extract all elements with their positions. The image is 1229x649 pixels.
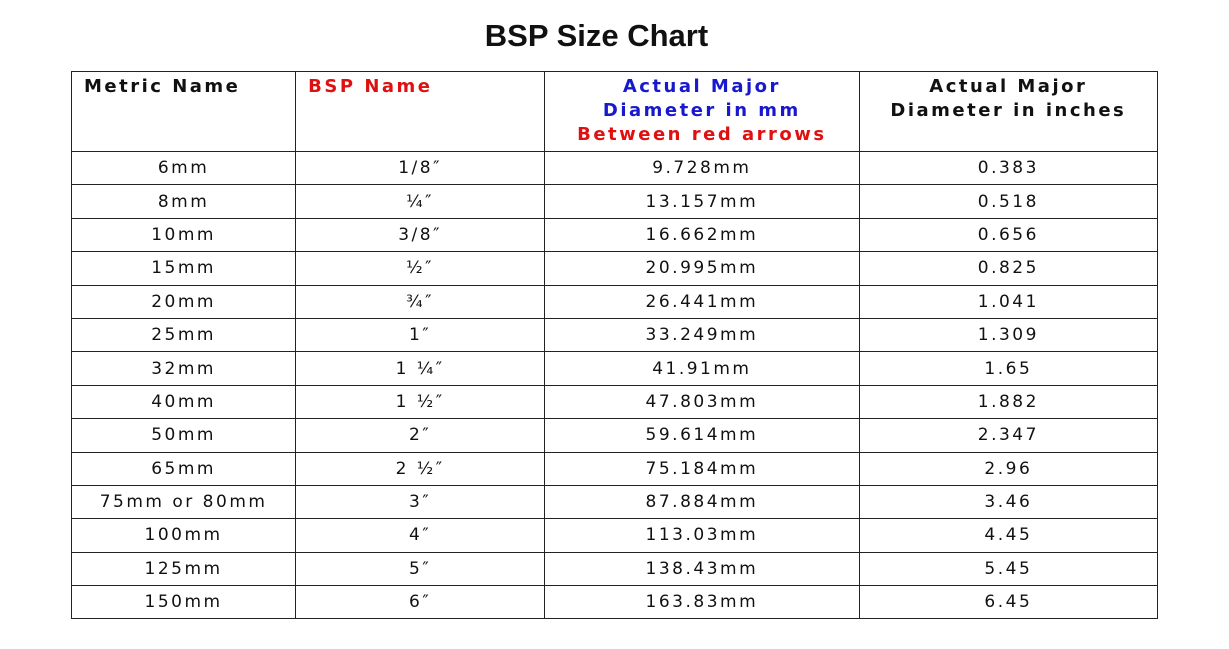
page-title: BSP Size Chart	[484, 18, 709, 53]
bsp-name-cell: 6″	[295, 585, 546, 620]
table-row: 6mm 1/8″ 9.728mm 0.383	[70, 150, 1159, 186]
bsp-name-cell: 1 ½″	[295, 384, 546, 420]
bsp-name-cell: ½″	[295, 251, 546, 286]
bsp-name-cell: 1 ¼″	[295, 351, 546, 386]
header-row: Metric Name BSP Name Actual Major Diamet…	[70, 71, 1159, 152]
diameter-inches-cell: 2.96	[858, 451, 1159, 486]
header-in-line1: Actual Major	[929, 76, 1088, 97]
table-row: 10mm 3/8″ 16.662mm 0.656	[70, 217, 1159, 253]
table-row: 100mm 4″ 113.03mm 4.45	[70, 518, 1159, 553]
metric-name-cell: 32mm	[70, 351, 297, 386]
diameter-inches-cell: 0.518	[858, 184, 1159, 219]
metric-name-cell: 125mm	[70, 551, 297, 587]
header-in-line2: Diameter in inches	[890, 100, 1127, 121]
diameter-mm-cell: 33.249mm	[544, 317, 860, 353]
diameter-mm-cell: 26.441mm	[544, 284, 860, 319]
bsp-name-cell: ¾″	[295, 284, 546, 319]
diameter-mm-cell: 47.803mm	[544, 384, 860, 420]
bsp-name-cell: 2″	[295, 418, 546, 453]
metric-name-cell: 40mm	[70, 384, 297, 420]
diameter-mm-cell: 75.184mm	[544, 451, 860, 486]
header-diameter-inches: Actual Major Diameter in inches	[858, 71, 1159, 152]
table-row: 125mm 5″ 138.43mm 5.45	[70, 551, 1159, 587]
metric-name-cell: 6mm	[70, 150, 297, 186]
header-metric-name: Metric Name	[70, 71, 297, 152]
diameter-mm-cell: 9.728mm	[544, 150, 860, 186]
diameter-mm-cell: 41.91mm	[544, 351, 860, 386]
diameter-mm-cell: 113.03mm	[544, 518, 860, 553]
diameter-mm-cell: 163.83mm	[544, 585, 860, 620]
table-row: 50mm 2″ 59.614mm 2.347	[70, 418, 1159, 453]
diameter-inches-cell: 1.65	[858, 351, 1159, 386]
diameter-mm-cell: 20.995mm	[544, 251, 860, 286]
diameter-inches-cell: 5.45	[858, 551, 1159, 587]
metric-name-cell: 75mm or 80mm	[70, 484, 297, 520]
metric-name-cell: 100mm	[70, 518, 297, 553]
diameter-inches-cell: 4.45	[858, 518, 1159, 553]
table-row: 40mm 1 ½″ 47.803mm 1.882	[70, 384, 1159, 420]
bsp-name-cell: 3/8″	[295, 217, 546, 253]
diameter-mm-cell: 13.157mm	[544, 184, 860, 219]
metric-name-cell: 150mm	[70, 585, 297, 620]
metric-name-cell: 20mm	[70, 284, 297, 319]
diameter-inches-cell: 1.041	[858, 284, 1159, 319]
bsp-name-cell: ¼″	[295, 184, 546, 219]
header-mm-line2: Diameter in mm	[602, 100, 801, 121]
table-row: 15mm ½″ 20.995mm 0.825	[70, 251, 1159, 286]
table-row: 20mm ¾″ 26.441mm 1.041	[70, 284, 1159, 319]
diameter-mm-cell: 16.662mm	[544, 217, 860, 253]
table-row: 65mm 2 ½″ 75.184mm 2.96	[70, 451, 1159, 486]
metric-name-cell: 15mm	[70, 251, 297, 286]
diameter-inches-cell: 1.309	[858, 317, 1159, 353]
metric-name-cell: 65mm	[70, 451, 297, 486]
table-row: 32mm 1 ¼″ 41.91mm 1.65	[70, 351, 1159, 386]
diameter-inches-cell: 1.882	[858, 384, 1159, 420]
metric-name-cell: 10mm	[70, 217, 297, 253]
metric-name-cell: 25mm	[70, 317, 297, 353]
diameter-inches-cell: 3.46	[858, 484, 1159, 520]
diameter-inches-cell: 6.45	[858, 585, 1159, 620]
header-mm-line3: Between red arrows	[577, 124, 827, 145]
metric-name-cell: 50mm	[70, 418, 297, 453]
table-row: 25mm 1″ 33.249mm 1.309	[70, 317, 1159, 353]
table-row: 75mm or 80mm 3″ 87.884mm 3.46	[70, 484, 1159, 520]
bsp-name-cell: 1″	[295, 317, 546, 353]
bsp-name-cell: 5″	[295, 551, 546, 587]
header-bsp-name: BSP Name	[295, 71, 546, 152]
metric-name-cell: 8mm	[70, 184, 297, 219]
diameter-inches-cell: 0.656	[858, 217, 1159, 253]
diameter-mm-cell: 87.884mm	[544, 484, 860, 520]
bsp-name-cell: 2 ½″	[295, 451, 546, 486]
diameter-inches-cell: 0.825	[858, 251, 1159, 286]
header-mm-line1: Actual Major	[622, 76, 781, 97]
bsp-name-cell: 3″	[295, 484, 546, 520]
table-row: 8mm ¼″ 13.157mm 0.518	[70, 184, 1159, 219]
bsp-size-table: Metric Name BSP Name Actual Major Diamet…	[70, 71, 1159, 620]
header-diameter-mm: Actual Major Diameter in mm Between red …	[544, 71, 860, 152]
bsp-name-cell: 1/8″	[295, 150, 546, 186]
bsp-name-cell: 4″	[295, 518, 546, 553]
diameter-inches-cell: 0.383	[858, 150, 1159, 186]
diameter-mm-cell: 138.43mm	[544, 551, 860, 587]
table-row: 150mm 6″ 163.83mm 6.45	[70, 585, 1159, 620]
diameter-mm-cell: 59.614mm	[544, 418, 860, 453]
diameter-inches-cell: 2.347	[858, 418, 1159, 453]
